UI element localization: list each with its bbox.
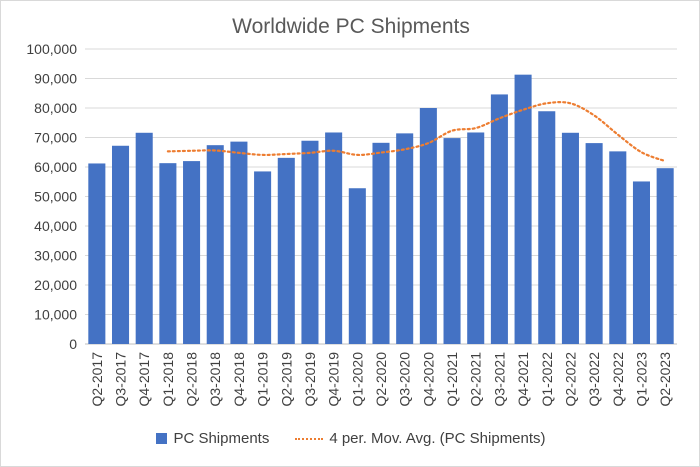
bar [325,132,343,344]
legend-bar-swatch [156,433,168,444]
bar [561,132,579,344]
x-tick-label: Q3-2017 [113,352,129,407]
legend-item-moving-average: 4 per. Mov. Avg. (PC Shipments) [295,430,546,447]
bar [443,138,461,344]
x-tick-label: Q4-2018 [231,352,247,407]
legend-label-bars: PC Shipments [173,430,270,447]
x-tick-label: Q4-2019 [326,352,342,407]
bar [514,74,532,344]
y-tick-label: 90,000 [34,71,77,87]
moving-average-line [166,101,667,163]
y-tick-label: 60,000 [34,159,77,175]
bar [632,181,651,344]
bar [609,151,627,344]
legend-line-swatch [295,437,324,440]
x-tick-label: Q2-2023 [657,352,673,407]
x-tick-label: Q3-2018 [207,352,223,407]
x-tick-label: Q1-2020 [349,352,365,407]
x-tick-label: Q3-2022 [586,352,602,407]
x-tick-label: Q1-2018 [160,352,176,407]
bar [206,145,224,344]
bar [159,163,177,344]
x-tick-label: Q2-2017 [89,352,105,407]
y-tick-label: 80,000 [34,100,77,116]
bar [538,111,556,345]
bar [656,168,674,344]
bar [372,142,390,344]
x-tick-label: Q3-2019 [302,352,318,407]
x-tick-label: Q1-2021 [444,352,460,407]
bar [301,140,319,344]
bar [419,108,437,344]
legend-label-moving-average: 4 per. Mov. Avg. (PC Shipments) [329,430,546,447]
plot-area: 0 10,000 20,000 30,000 40,000 50,000 60,000 70,… [26,41,677,407]
legend: PC Shipments 4 per. Mov. Avg. (PC Shipme… [1,430,700,447]
y-tick-label: 40,000 [34,218,77,234]
bar [135,132,153,344]
x-tick-label: Q4-2022 [610,352,626,407]
x-tick-label: Q1-2019 [255,352,271,407]
chart-title: Worldwide PC Shipments [232,15,470,38]
y-tick-label: 100,000 [26,41,77,57]
bar [254,171,272,344]
y-tick-label: 0 [69,336,77,352]
x-tick-label: Q4-2017 [136,352,152,407]
y-tick-label: 30,000 [34,248,77,264]
x-tick-label: Q1-2022 [539,352,555,407]
y-tick-label: 70,000 [34,130,77,146]
x-tick-label: Q3-2021 [491,352,507,407]
x-tick-label: Q2-2022 [562,352,578,407]
bar [467,132,485,344]
bar [348,188,366,344]
bar [490,94,508,345]
x-tick-label: Q2-2018 [184,352,200,407]
x-tick-label: Q3-2020 [397,352,413,407]
y-tick-label: 50,000 [34,189,77,205]
x-tick-label: Q4-2020 [420,352,436,407]
bar [396,133,414,344]
legend-item-bars: PC Shipments [156,430,269,447]
x-tick-label: Q1-2023 [633,352,649,407]
bar [183,161,201,344]
x-tick-label: Q2-2020 [373,352,389,407]
x-tick-label: Q2-2021 [468,352,484,407]
x-tick-label: Q2-2019 [278,352,294,407]
x-tick-label: Q4-2021 [515,352,531,407]
bar [230,141,248,344]
bar [111,145,130,344]
bar [88,163,106,344]
bar [585,143,603,344]
y-tick-label: 20,000 [34,277,77,293]
bar [277,157,295,344]
y-tick-label: 10,000 [34,307,77,323]
